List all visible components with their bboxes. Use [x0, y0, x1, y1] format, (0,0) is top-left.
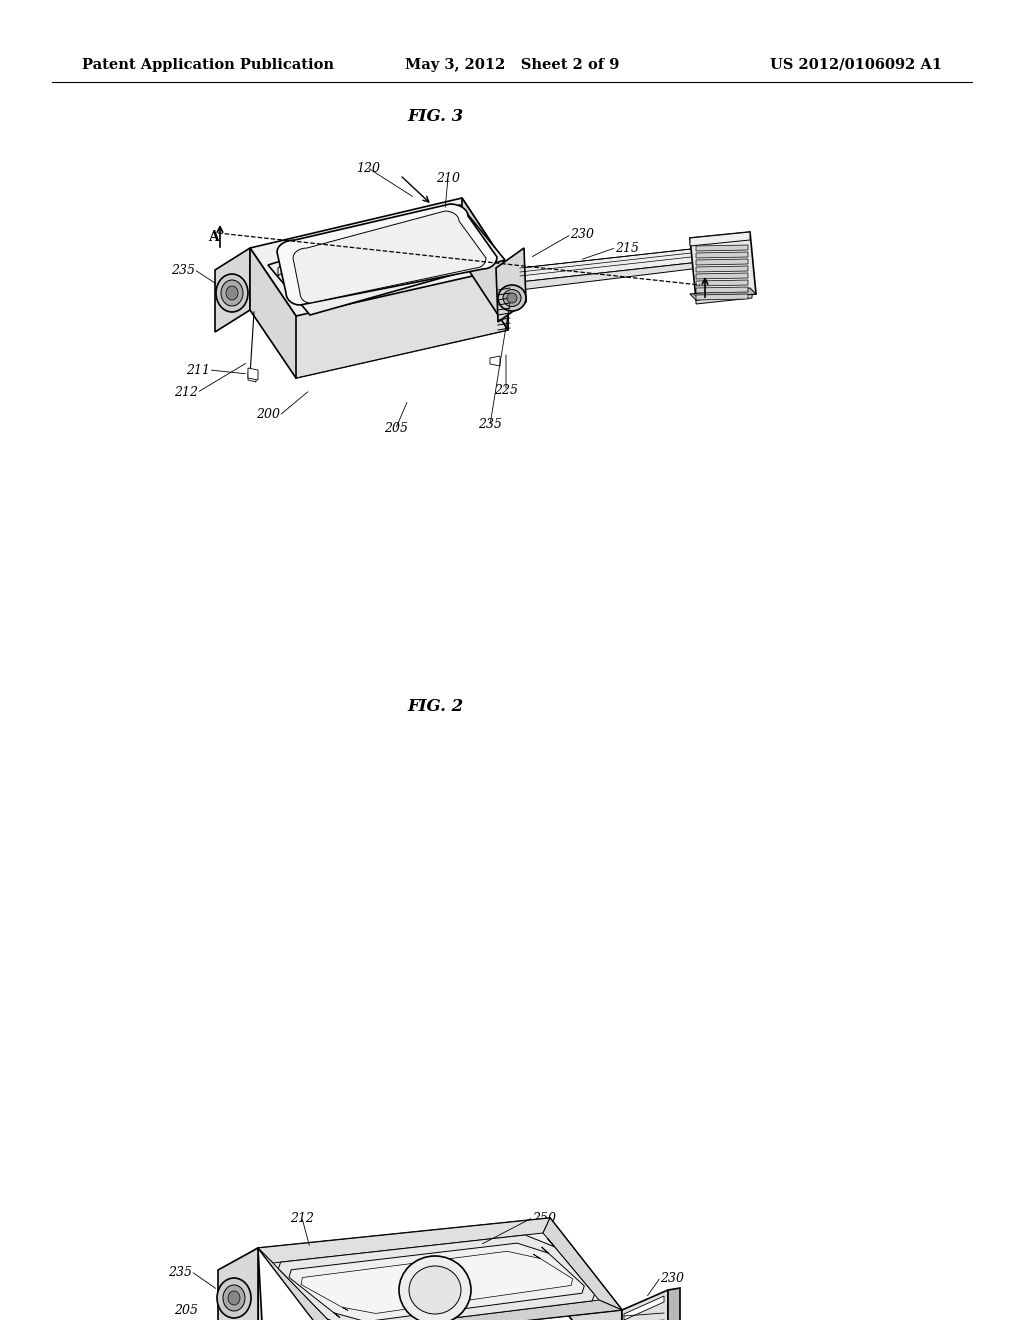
Polygon shape: [218, 1247, 258, 1320]
Text: A: A: [710, 280, 720, 294]
Polygon shape: [462, 198, 508, 330]
Ellipse shape: [216, 275, 248, 312]
Text: Patent Application Publication: Patent Application Publication: [82, 58, 334, 73]
Polygon shape: [250, 248, 296, 378]
Text: 230: 230: [660, 1271, 684, 1284]
Ellipse shape: [221, 280, 243, 306]
Ellipse shape: [226, 286, 238, 300]
Polygon shape: [520, 248, 700, 282]
Polygon shape: [258, 1218, 550, 1263]
Text: 120: 120: [356, 161, 380, 174]
Polygon shape: [696, 246, 748, 251]
Polygon shape: [690, 288, 756, 300]
Text: 215: 215: [615, 242, 639, 255]
Text: 235: 235: [478, 418, 502, 432]
Text: 211: 211: [186, 363, 210, 376]
Polygon shape: [690, 294, 700, 300]
Polygon shape: [696, 273, 748, 279]
Text: FIG. 2: FIG. 2: [408, 698, 463, 714]
Ellipse shape: [228, 1291, 240, 1305]
Text: 212: 212: [290, 1212, 314, 1225]
Text: May 3, 2012   Sheet 2 of 9: May 3, 2012 Sheet 2 of 9: [404, 58, 620, 73]
Polygon shape: [258, 1247, 330, 1320]
Polygon shape: [279, 1236, 595, 1320]
Text: 250: 250: [532, 1212, 556, 1225]
Polygon shape: [330, 1300, 622, 1320]
Polygon shape: [250, 198, 508, 315]
Polygon shape: [258, 1218, 622, 1320]
Text: FIG. 3: FIG. 3: [408, 108, 463, 124]
Text: 210: 210: [436, 172, 460, 185]
Polygon shape: [696, 259, 748, 265]
Polygon shape: [301, 1251, 572, 1313]
Polygon shape: [548, 1218, 622, 1320]
Polygon shape: [690, 232, 756, 300]
Polygon shape: [622, 1290, 668, 1320]
Polygon shape: [278, 213, 490, 276]
Polygon shape: [250, 260, 508, 378]
Text: 235: 235: [168, 1266, 193, 1279]
Text: 205: 205: [384, 421, 408, 434]
Text: 225: 225: [494, 384, 518, 396]
Polygon shape: [268, 205, 505, 315]
Text: 235: 235: [171, 264, 195, 276]
Polygon shape: [696, 290, 752, 304]
Polygon shape: [696, 294, 748, 300]
Ellipse shape: [503, 289, 521, 306]
Polygon shape: [696, 280, 748, 286]
Text: 230: 230: [570, 228, 594, 242]
Ellipse shape: [409, 1266, 461, 1313]
Ellipse shape: [507, 293, 517, 304]
Polygon shape: [624, 1296, 664, 1320]
Polygon shape: [248, 368, 258, 380]
Polygon shape: [278, 205, 497, 305]
Ellipse shape: [217, 1278, 251, 1317]
Polygon shape: [690, 232, 750, 246]
Polygon shape: [215, 248, 250, 333]
Text: 200: 200: [256, 408, 280, 421]
Text: 212: 212: [174, 385, 198, 399]
Polygon shape: [496, 248, 526, 322]
Text: A: A: [208, 230, 218, 244]
Polygon shape: [696, 286, 748, 293]
Text: 205: 205: [174, 1304, 198, 1316]
Polygon shape: [258, 1247, 340, 1320]
Polygon shape: [248, 372, 256, 381]
Polygon shape: [696, 267, 748, 272]
Polygon shape: [289, 1243, 585, 1320]
Polygon shape: [543, 1218, 622, 1309]
Polygon shape: [293, 211, 486, 304]
Text: US 2012/0106092 A1: US 2012/0106092 A1: [770, 58, 942, 73]
Ellipse shape: [399, 1257, 471, 1320]
Polygon shape: [520, 261, 700, 290]
Polygon shape: [296, 268, 508, 378]
Ellipse shape: [223, 1284, 245, 1311]
Ellipse shape: [498, 285, 526, 312]
Polygon shape: [668, 1288, 680, 1320]
Polygon shape: [696, 252, 748, 257]
Polygon shape: [490, 356, 500, 366]
Polygon shape: [238, 1247, 258, 1320]
